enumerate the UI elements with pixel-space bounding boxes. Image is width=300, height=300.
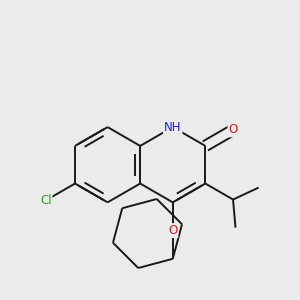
Text: Cl: Cl [40, 194, 52, 207]
Text: O: O [228, 123, 238, 136]
Text: NH: NH [164, 121, 182, 134]
Text: O: O [168, 224, 177, 237]
